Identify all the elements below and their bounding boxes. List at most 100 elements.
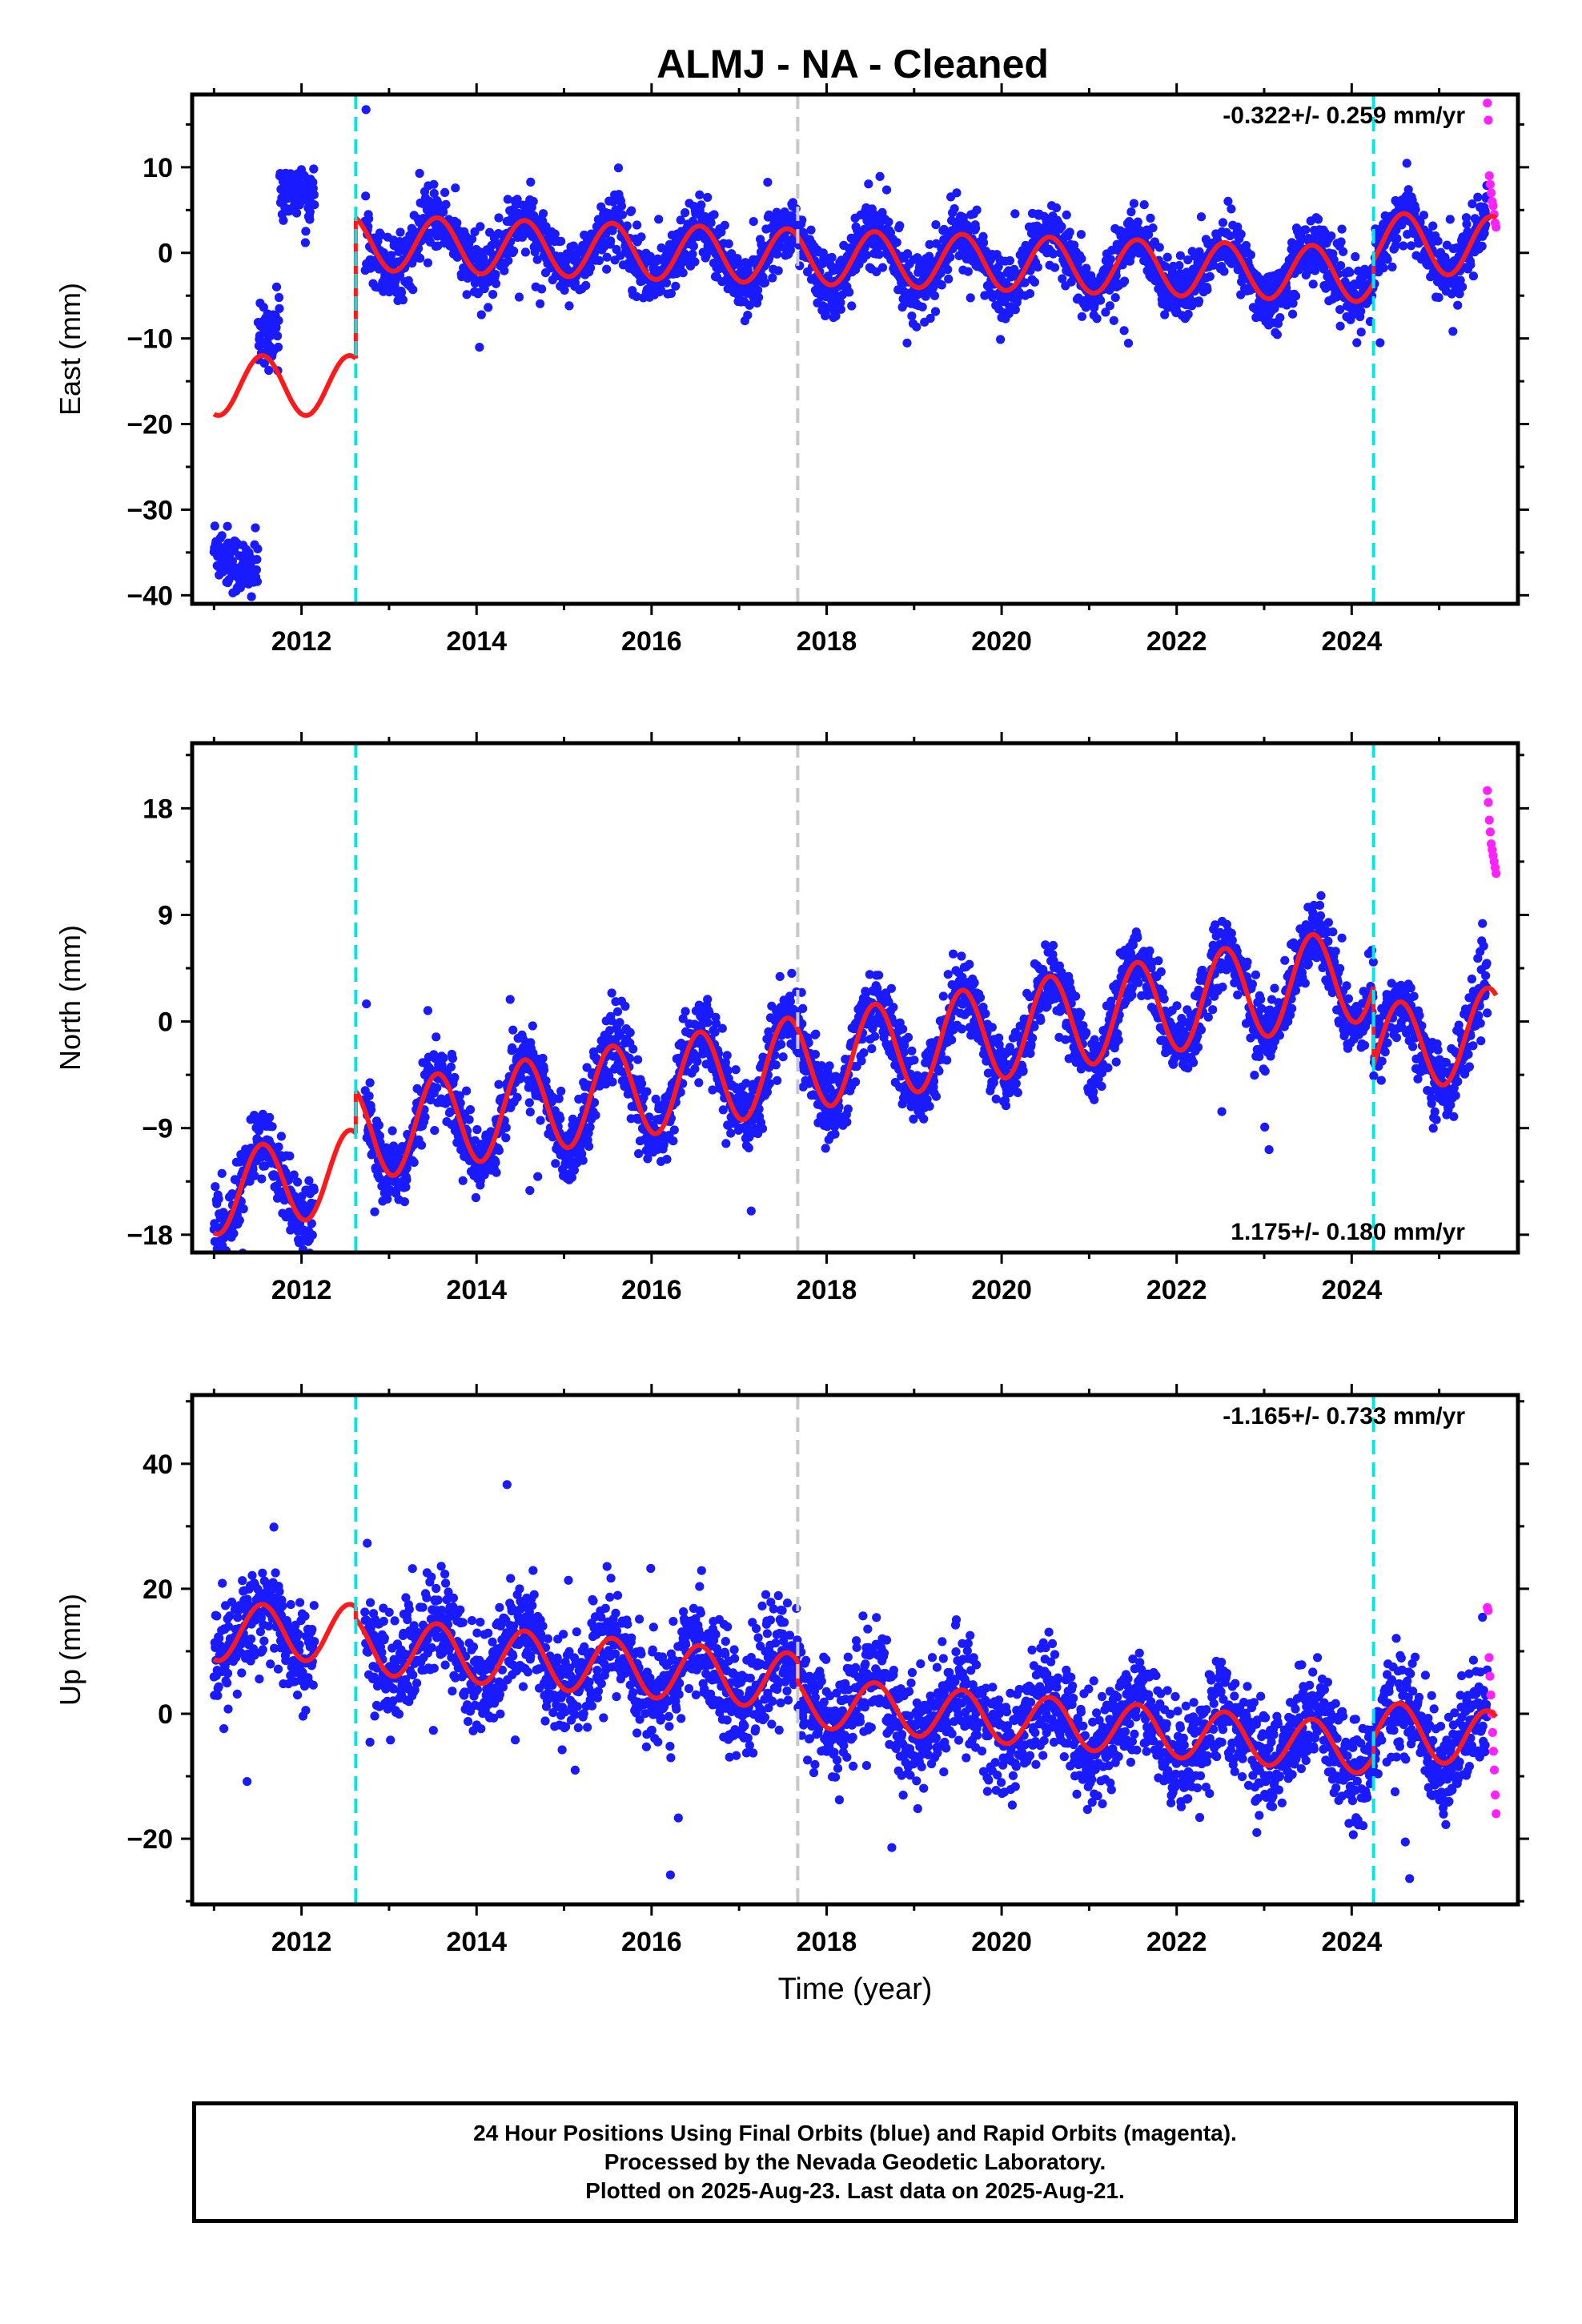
data-point [456,1098,465,1108]
data-point [591,1111,600,1120]
data-point [847,301,857,311]
data-point [494,213,504,223]
plot-area-east [209,99,1501,601]
data-point [401,1182,411,1192]
data-point [551,1159,560,1168]
data-point [1174,261,1184,271]
data-point [797,215,807,225]
data-point [721,1139,731,1148]
data-point [423,1006,433,1015]
data-point [926,313,935,324]
data-point [949,949,958,959]
data-point [1120,276,1130,286]
data-point [859,1048,869,1058]
data-point [1033,263,1042,272]
x-tick-label: 2014 [446,626,507,657]
data-point [309,1185,319,1195]
data-point [1445,215,1455,224]
data-point [972,205,982,215]
data-point [1160,310,1170,320]
data-point [1399,241,1408,251]
data-point [1096,296,1106,305]
data-point [1146,213,1155,223]
data-point [500,266,509,275]
data-point [632,292,641,301]
data-point [1462,219,1472,229]
data-point [508,1025,518,1035]
data-point [250,1171,259,1180]
y-axis-label: East (mm) [54,283,86,416]
data-point [1383,255,1392,264]
data-point [227,1189,237,1199]
data-point [484,303,493,312]
data-point [568,241,579,251]
data-point [304,1176,314,1185]
data-point [1218,218,1228,227]
data-point [1356,328,1366,337]
data-point [1175,251,1185,260]
data-point [1336,261,1346,271]
x-tick-label: 2024 [1321,626,1382,657]
data-point [362,999,371,1009]
data-point [1030,277,1039,287]
data-point [416,253,425,263]
data-point [669,1125,679,1135]
data-point [895,221,905,231]
plot-area-north [209,786,1501,1252]
data-point [627,206,636,215]
data-point [1339,247,1348,256]
data-point [365,1078,375,1088]
data-point [274,292,284,303]
data-point [917,302,927,312]
data-point [606,236,616,246]
data-point [387,1126,397,1136]
data-point [726,1128,736,1138]
data-point [310,200,319,210]
data-point [884,217,893,227]
data-point [602,252,612,262]
data-point [821,1144,830,1153]
data-point [309,164,319,174]
data-point [1392,234,1402,243]
data-point [1458,282,1468,292]
data-point [836,304,845,314]
data-point [1106,255,1115,264]
data-point [307,1230,317,1240]
data-point [441,199,451,209]
data-point [723,1066,733,1076]
data-point [293,1177,303,1187]
data-point [1105,301,1114,311]
data-point [1352,338,1362,348]
data-point [301,227,311,236]
final-orbit-points [209,891,1492,1252]
data-point [402,1175,412,1184]
data-point [1411,205,1420,215]
data-point [525,1108,535,1117]
data-point [423,258,433,267]
data-point [1109,316,1118,325]
data-point [512,1092,522,1102]
data-point [594,255,604,265]
data-point [857,1056,866,1066]
data-point [274,316,283,325]
data-point [492,1168,501,1177]
y-tick-label: 0 [158,239,173,269]
data-point [636,232,646,242]
data-point [697,200,706,210]
data-point [409,1157,419,1168]
data-point [931,220,941,230]
data-point [536,299,545,308]
data-point [1123,339,1134,348]
data-point [273,342,283,352]
data-point [1477,241,1487,251]
data-point [1058,274,1067,283]
data-point [703,192,713,203]
data-point [455,1091,464,1100]
data-point [930,307,941,316]
data-point [1005,255,1014,266]
data-point [864,179,873,189]
data-point [1209,260,1219,270]
data-point [307,1219,316,1228]
data-point [258,1109,267,1119]
data-point [669,1136,678,1146]
